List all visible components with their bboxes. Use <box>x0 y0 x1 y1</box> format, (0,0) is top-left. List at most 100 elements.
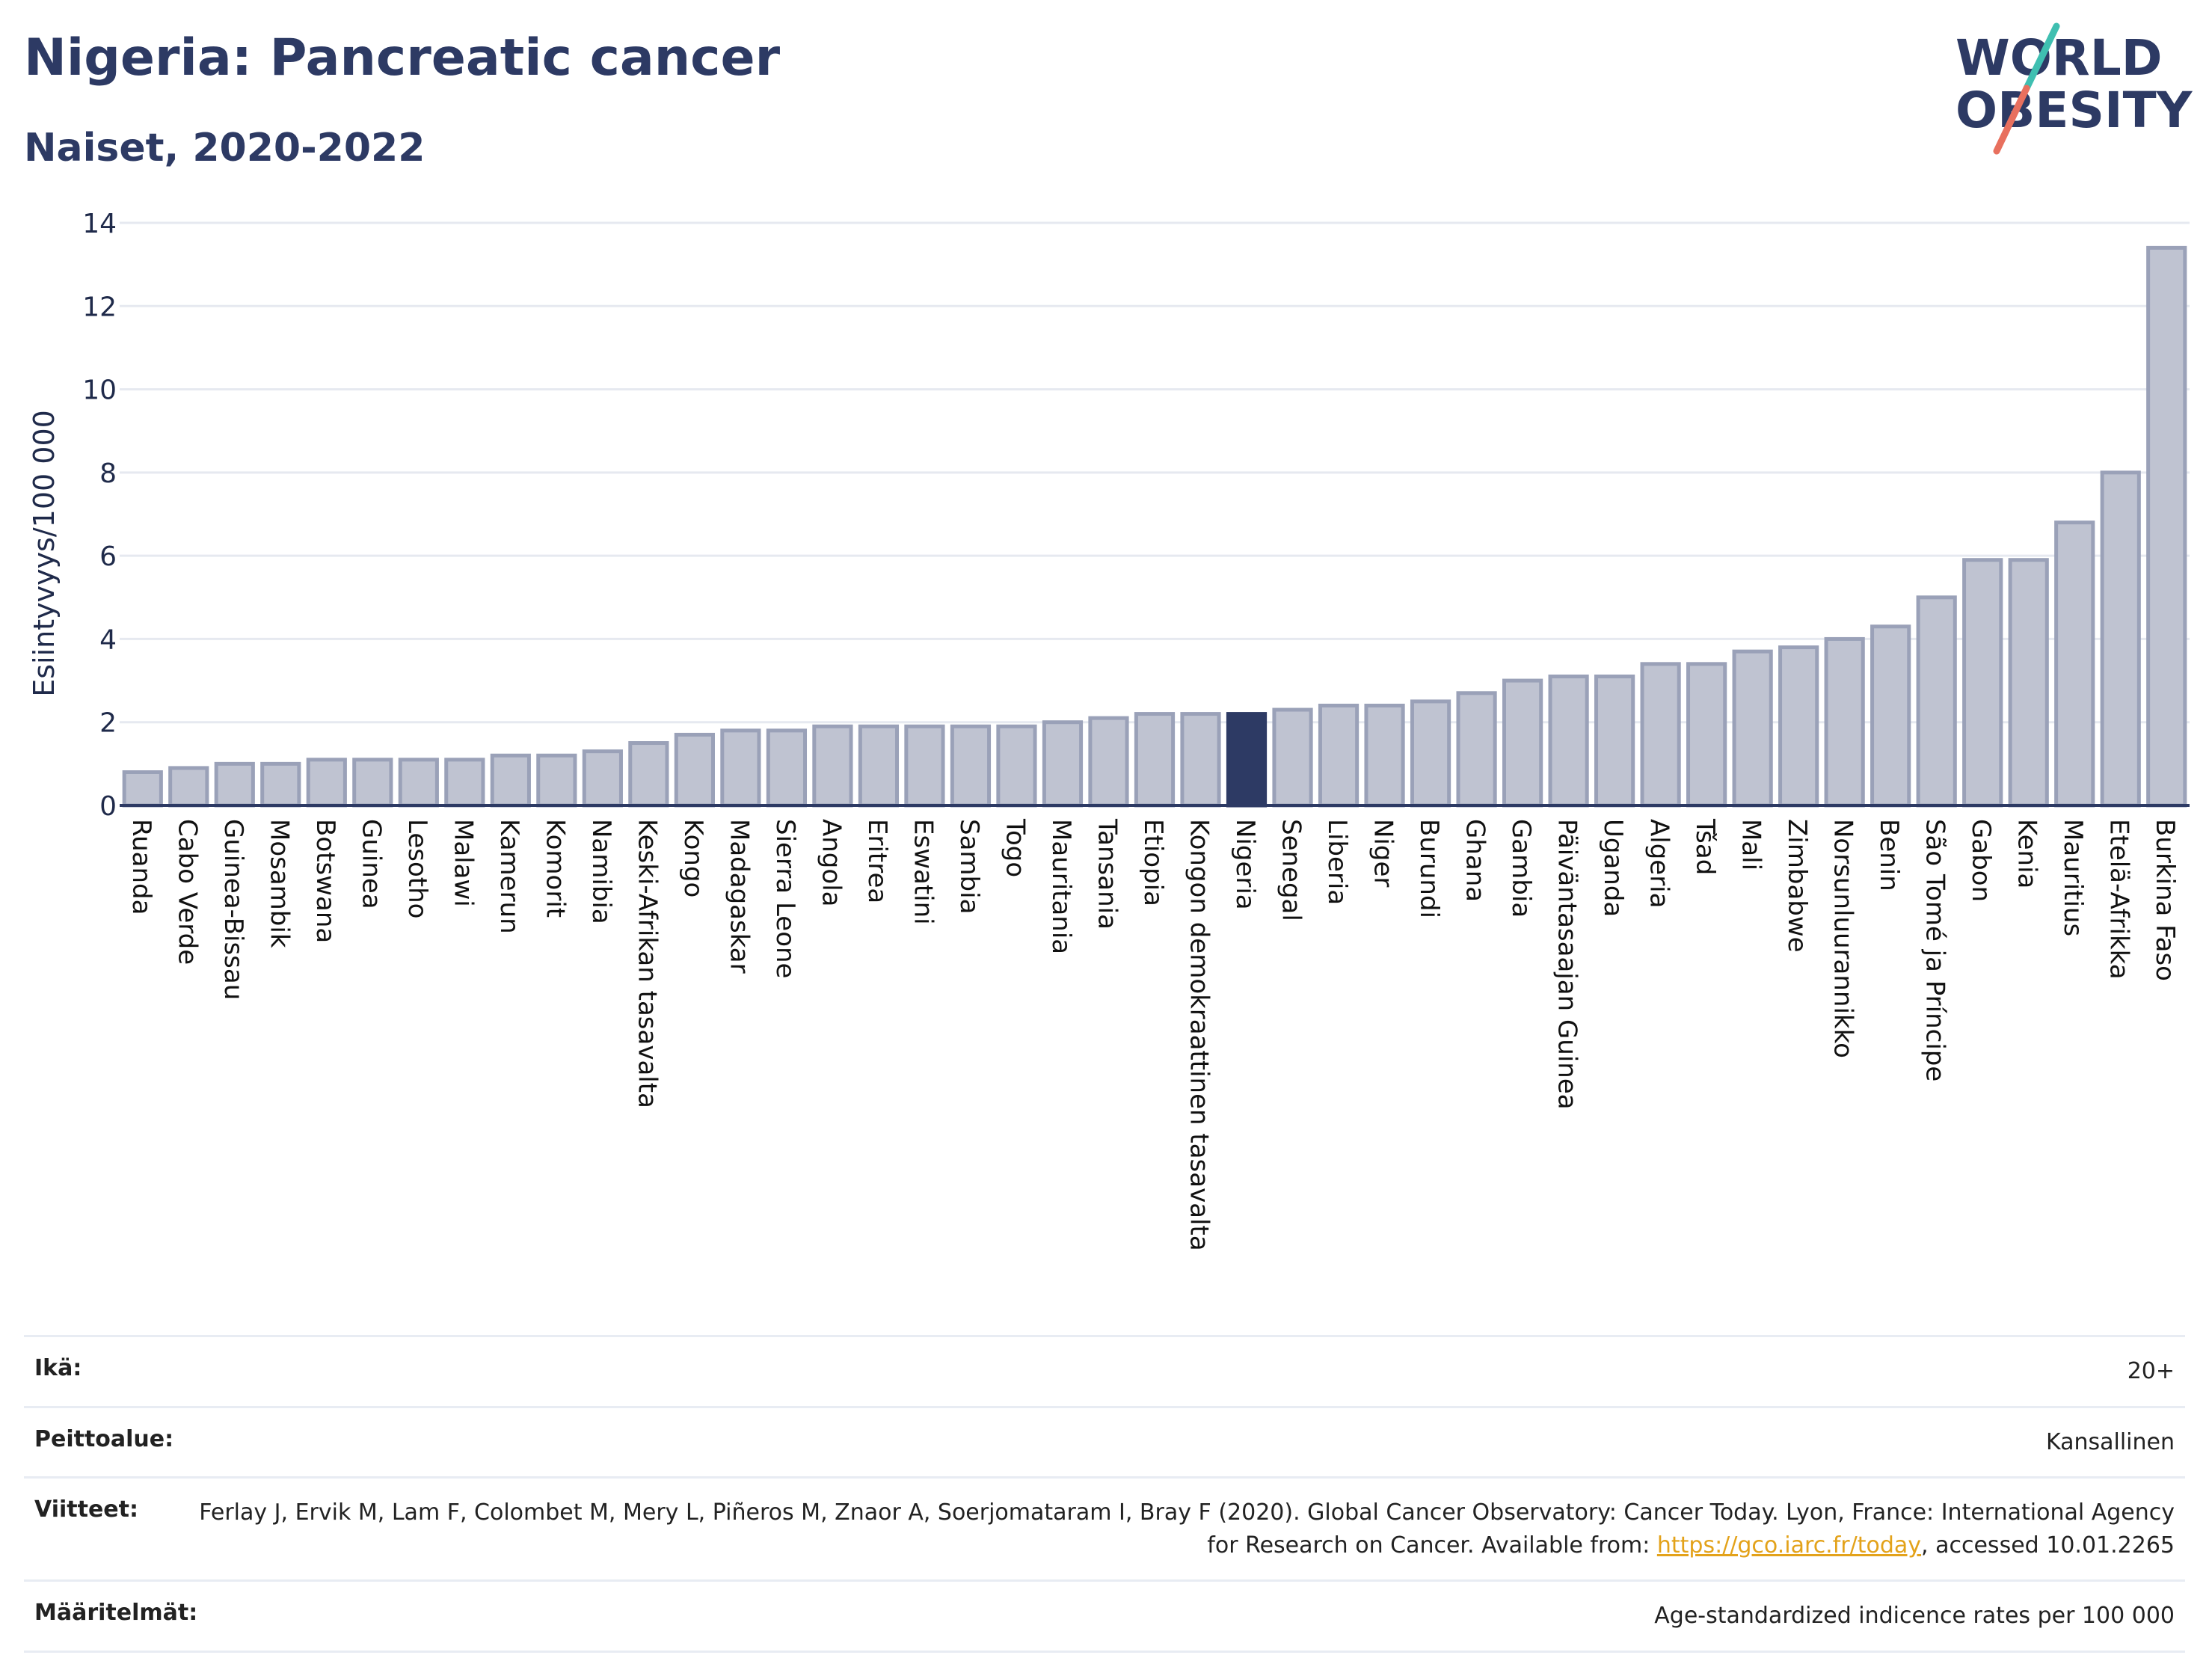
x-tick-label: Botswana <box>310 819 340 943</box>
x-tick-label: Burkina Faso <box>2150 819 2180 981</box>
bar-s-o-tom-ja-pr-ncipe[interactable] <box>1916 595 1957 808</box>
bar-tansania[interactable] <box>1088 716 1129 808</box>
page-title: Nigeria: Pancreatic cancer <box>24 28 781 87</box>
bar-kongo[interactable] <box>674 732 715 808</box>
x-tick-label: Ruanda <box>126 819 156 915</box>
x-tick-label: Kongon demokraattinen tasavalta <box>1185 819 1214 1251</box>
x-tick-label: São Tomé ja Príncipe <box>1920 819 1950 1081</box>
bar-nigeria[interactable] <box>1226 712 1268 808</box>
bar-norsunluurannikko[interactable] <box>1824 636 1865 808</box>
bar-namibia[interactable] <box>582 749 623 808</box>
bar-eritrea[interactable] <box>858 724 900 808</box>
bar-cabo-verde[interactable] <box>168 766 209 808</box>
bar-sambia[interactable] <box>950 724 992 808</box>
bar-chart: Ruanda Cabo Verde Guinea-Bissau Mosambik Bot… <box>28 209 2190 1251</box>
meta-defs-label: Määritelmät: <box>34 1600 198 1626</box>
y-axis-label: Esiintyvyys/100 000 <box>28 410 61 697</box>
bar-kongon-demokraattinen-tasavalta[interactable] <box>1180 712 1221 808</box>
y-tick-label: 14 <box>82 209 117 239</box>
bar-guinea-bissau[interactable] <box>214 761 255 808</box>
x-tick-label: Benin <box>1874 819 1904 891</box>
bar-sierra-leone[interactable] <box>766 728 808 808</box>
bar-burundi[interactable] <box>1410 699 1451 808</box>
bar-lesotho[interactable] <box>398 758 439 808</box>
bar-niger[interactable] <box>1364 703 1405 808</box>
bar-mosambik[interactable] <box>260 761 301 808</box>
bar-kamerun[interactable] <box>490 753 531 808</box>
bar-mauritania[interactable] <box>1042 720 1084 808</box>
x-tick-label: Kenia <box>2012 819 2042 888</box>
x-tick-label: Liberia <box>1322 819 1352 905</box>
x-tick-label: Tšad <box>1690 818 1720 875</box>
bar-ghana[interactable] <box>1456 691 1497 808</box>
x-tick-label: Malawi <box>448 819 478 907</box>
x-axis: Ruanda Cabo Verde Guinea-Bissau Mosambik Bot… <box>120 804 2190 1251</box>
bar-komorit[interactable] <box>536 753 577 808</box>
x-tick-label: Mosambik <box>264 819 294 948</box>
bar-mauritius[interactable] <box>2054 521 2095 808</box>
bar-togo[interactable] <box>996 724 1037 808</box>
meta-defs-value: Age-standardized indicence rates per 100… <box>1654 1603 2175 1629</box>
bar-zimbabwe[interactable] <box>1778 645 1819 808</box>
bar-benin[interactable] <box>1870 624 1911 808</box>
x-tick-label: Etiopia <box>1138 819 1168 906</box>
bar-guinea[interactable] <box>352 758 393 808</box>
x-tick-label: Kongo <box>678 819 708 897</box>
world-obesity-logo: WORLD OBESITY <box>1956 22 2193 155</box>
logo-slash-red <box>1993 85 2030 155</box>
bar-etel-afrikka[interactable] <box>2100 470 2141 808</box>
bar-etiopia[interactable] <box>1134 712 1176 808</box>
bar-ruanda[interactable] <box>122 770 163 808</box>
x-tick-label: Senegal <box>1276 819 1306 921</box>
x-tick-label: Gambia <box>1506 819 1536 918</box>
bar-uganda[interactable] <box>1594 675 1635 808</box>
meta-coverage-value: Kansallinen <box>2045 1428 2175 1455</box>
bar-eswatini[interactable] <box>904 724 945 808</box>
x-tick-label: Päiväntasaajan Guinea <box>1552 819 1582 1110</box>
x-tick-label: Nigeria <box>1230 819 1260 910</box>
bar-t-ad[interactable] <box>1686 662 1727 808</box>
x-tick-label: Togo <box>1000 818 1030 877</box>
x-tick-label: Etelä-Afrikka <box>2104 819 2134 980</box>
x-tick-label: Mali <box>1736 819 1766 871</box>
logo-text-world: WORLD <box>1956 29 2163 87</box>
bar-p-iv-ntasaajan-guinea[interactable] <box>1548 675 1589 808</box>
x-tick-label: Guinea <box>356 819 386 909</box>
bar-kenia[interactable] <box>2008 558 2049 808</box>
x-tick-label: Keski-Afrikan tasavalta <box>632 819 662 1108</box>
x-tick-label: Zimbabwe <box>1782 819 1812 953</box>
bar-mali[interactable] <box>1732 649 1773 808</box>
x-tick-label: Norsunluurannikko <box>1828 819 1858 1058</box>
x-tick-label: Komorit <box>540 819 570 918</box>
logo-text-obesity: OBESITY <box>1956 82 2193 139</box>
x-tick-label: Niger <box>1368 819 1398 887</box>
bar-burkina-faso[interactable] <box>2146 245 2187 808</box>
meta-refs-text: Ferlay J, Ervik M, Lam F, Colombet M, Me… <box>199 1499 2175 1559</box>
bar-botswana[interactable] <box>306 758 347 808</box>
bar-algeria[interactable] <box>1640 662 1681 808</box>
meta-age-label: Ikä: <box>34 1355 82 1381</box>
x-tick-label: Algeria <box>1644 819 1674 908</box>
y-tick-label: 0 <box>99 791 117 822</box>
bar-gambia[interactable] <box>1502 678 1543 808</box>
bar-gabon[interactable] <box>1962 558 2003 808</box>
x-tick-label: Burundi <box>1414 819 1444 918</box>
meta-row-age: Ikä: 20+ <box>24 1335 2185 1406</box>
bar-keski-afrikan-tasavalta[interactable] <box>628 741 669 808</box>
x-tick-label: Sierra Leone <box>770 819 800 978</box>
bar-madagaskar[interactable] <box>720 728 761 808</box>
x-tick-label: Tansania <box>1092 818 1122 930</box>
x-tick-label: Madagaskar <box>724 819 754 974</box>
x-tick-label: Eswatini <box>908 819 938 925</box>
meta-row-definitions: Määritelmät: Age-standardized indicence … <box>24 1579 2185 1653</box>
x-tick-label: Namibia <box>586 819 616 924</box>
reference-link[interactable]: https://gco.iarc.fr/today <box>1656 1532 1922 1559</box>
bar-malawi[interactable] <box>444 758 485 808</box>
meta-refs-accessed: , accessed 10.01.2265 <box>1921 1532 2175 1559</box>
x-tick-label: Sambia <box>954 819 984 914</box>
bar-liberia[interactable] <box>1318 703 1360 808</box>
y-tick-label: 6 <box>99 541 117 572</box>
bar-angola[interactable] <box>812 724 853 808</box>
page-subtitle: Naiset, 2020-2022 <box>24 126 425 171</box>
bar-senegal[interactable] <box>1272 707 1313 808</box>
